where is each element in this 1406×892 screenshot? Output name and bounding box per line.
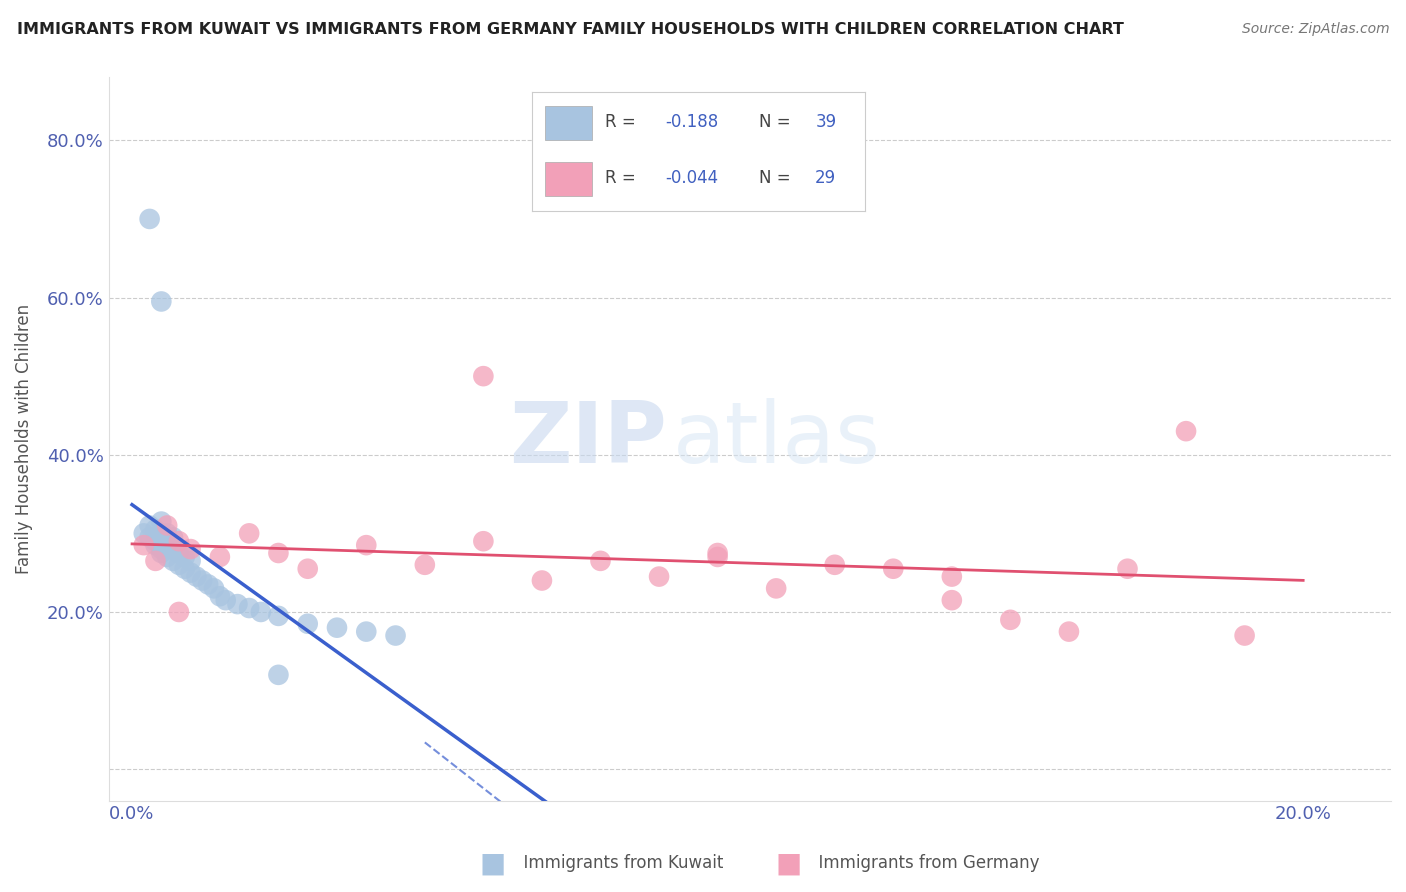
Text: Immigrants from Kuwait: Immigrants from Kuwait — [513, 855, 724, 872]
Point — [238, 601, 260, 615]
Point — [215, 593, 238, 607]
Point — [765, 582, 787, 596]
Point — [167, 546, 190, 560]
Point — [173, 549, 195, 564]
Point — [824, 558, 846, 572]
Point — [941, 569, 963, 583]
Point — [167, 558, 190, 572]
Point — [156, 518, 179, 533]
Point — [941, 593, 963, 607]
Point — [208, 589, 231, 603]
Point — [413, 558, 436, 572]
Point — [132, 538, 155, 552]
Point — [167, 534, 190, 549]
Point — [191, 574, 214, 588]
Point — [238, 526, 260, 541]
Point — [706, 546, 728, 560]
Point — [384, 628, 406, 642]
Point — [208, 549, 231, 564]
Point — [173, 562, 195, 576]
Point — [250, 605, 273, 619]
Point — [226, 597, 249, 611]
Point — [150, 515, 173, 529]
Point — [1175, 424, 1198, 438]
Point — [150, 546, 173, 560]
Point — [138, 530, 160, 544]
Point — [150, 294, 173, 309]
Point — [472, 369, 495, 384]
Point — [145, 554, 167, 568]
Point — [180, 542, 202, 557]
Y-axis label: Family Households with Children: Family Households with Children — [15, 304, 32, 574]
Point — [1233, 628, 1256, 642]
Point — [706, 549, 728, 564]
Text: ■: ■ — [775, 849, 801, 878]
Point — [138, 518, 160, 533]
Point — [145, 523, 167, 537]
Point — [162, 530, 184, 544]
Point — [356, 538, 378, 552]
Point — [472, 534, 495, 549]
Point — [197, 577, 219, 591]
Point — [356, 624, 378, 639]
Text: Source: ZipAtlas.com: Source: ZipAtlas.com — [1241, 22, 1389, 37]
Point — [648, 569, 671, 583]
Point — [1057, 624, 1080, 639]
Point — [156, 549, 179, 564]
Point — [589, 554, 612, 568]
Point — [156, 526, 179, 541]
Point — [180, 554, 202, 568]
Point — [150, 526, 173, 541]
Text: ■: ■ — [479, 849, 506, 878]
Point — [202, 582, 225, 596]
Point — [186, 569, 208, 583]
Point — [267, 668, 290, 682]
Point — [267, 546, 290, 560]
Point — [162, 542, 184, 557]
Point — [145, 534, 167, 549]
Point — [145, 538, 167, 552]
Point — [297, 616, 319, 631]
Point — [132, 526, 155, 541]
Point — [1116, 562, 1139, 576]
Point — [530, 574, 553, 588]
Text: ZIP: ZIP — [509, 398, 666, 481]
Point — [326, 621, 349, 635]
Point — [156, 538, 179, 552]
Point — [162, 554, 184, 568]
Point — [267, 608, 290, 623]
Text: atlas: atlas — [673, 398, 882, 481]
Point — [297, 562, 319, 576]
Point — [138, 211, 160, 226]
Point — [167, 605, 190, 619]
Text: Immigrants from Germany: Immigrants from Germany — [808, 855, 1040, 872]
Point — [180, 566, 202, 580]
Text: IMMIGRANTS FROM KUWAIT VS IMMIGRANTS FROM GERMANY FAMILY HOUSEHOLDS WITH CHILDRE: IMMIGRANTS FROM KUWAIT VS IMMIGRANTS FRO… — [17, 22, 1123, 37]
Point — [882, 562, 904, 576]
Point — [150, 542, 173, 557]
Point — [1000, 613, 1022, 627]
